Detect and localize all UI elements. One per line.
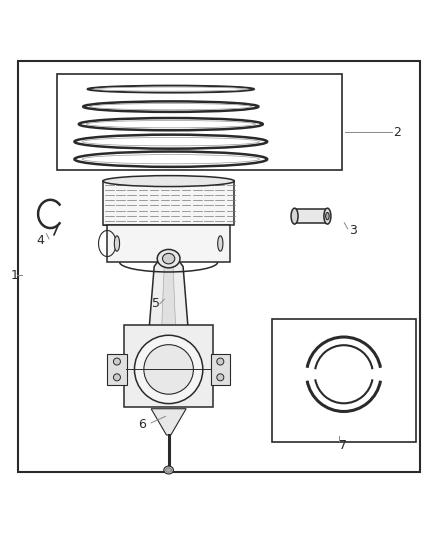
Ellipse shape [164, 466, 173, 474]
Ellipse shape [113, 358, 120, 365]
Ellipse shape [114, 236, 120, 251]
Ellipse shape [291, 208, 298, 224]
Polygon shape [151, 409, 186, 435]
Ellipse shape [82, 155, 259, 164]
Text: 1: 1 [11, 269, 19, 282]
Bar [211, 354, 230, 385]
Ellipse shape [79, 118, 263, 130]
Ellipse shape [325, 213, 329, 220]
Ellipse shape [157, 249, 180, 268]
Bar [103, 181, 234, 225]
Text: 6: 6 [138, 418, 146, 431]
Ellipse shape [217, 374, 224, 381]
Ellipse shape [90, 103, 251, 110]
Bar [272, 319, 416, 442]
Bar [124, 325, 213, 407]
Text: 7: 7 [339, 439, 347, 451]
Ellipse shape [88, 86, 254, 93]
Text: 3: 3 [349, 224, 357, 237]
Bar [107, 225, 230, 262]
Ellipse shape [144, 345, 194, 394]
Ellipse shape [324, 208, 331, 224]
Text: 4: 4 [36, 233, 44, 247]
Ellipse shape [94, 87, 247, 91]
Ellipse shape [166, 468, 172, 472]
Text: 5: 5 [152, 297, 160, 310]
Ellipse shape [82, 138, 259, 146]
Ellipse shape [134, 335, 203, 403]
Text: 2: 2 [393, 126, 401, 140]
Bar [107, 354, 127, 385]
Ellipse shape [162, 253, 175, 264]
Bar [57, 74, 342, 170]
Bar [294, 209, 327, 223]
Ellipse shape [218, 236, 223, 251]
Polygon shape [161, 264, 177, 359]
Ellipse shape [113, 374, 120, 381]
Ellipse shape [74, 135, 267, 149]
Ellipse shape [217, 358, 224, 365]
Polygon shape [148, 260, 190, 361]
Ellipse shape [74, 151, 267, 167]
Ellipse shape [83, 101, 258, 112]
Ellipse shape [86, 120, 255, 128]
Ellipse shape [103, 175, 234, 187]
